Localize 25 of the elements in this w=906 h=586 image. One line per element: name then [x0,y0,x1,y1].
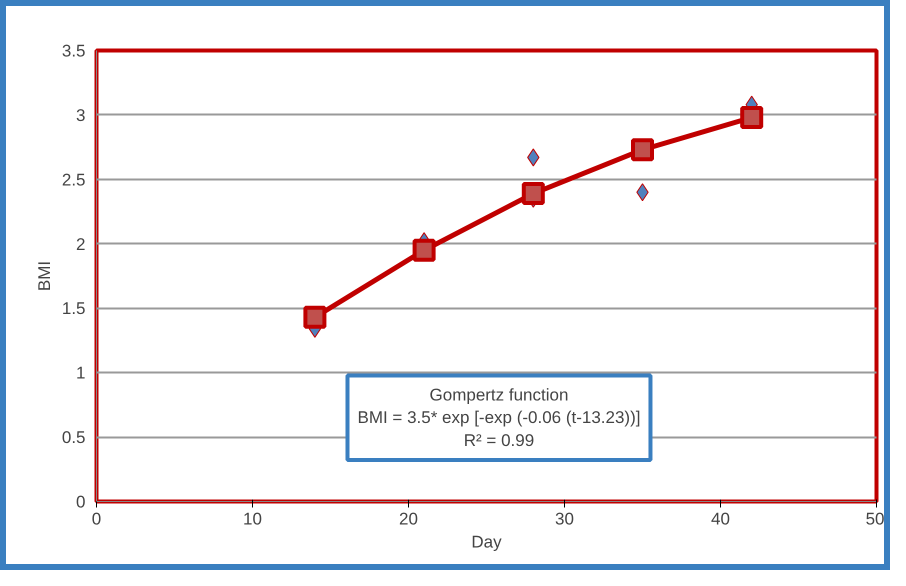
y-tick-label: 0 [76,492,86,512]
x-tick-label: 20 [399,510,418,528]
annotation: Gompertz function [430,385,568,404]
x-axis-title: Day [471,532,502,552]
annotation: R² = 0.99 [464,431,534,450]
y-tick-label: 2.5 [62,170,86,190]
y-tick-label: 0.5 [62,428,86,448]
point [522,182,545,206]
x-tick-label: 10 [243,510,262,528]
x-tick-label: 40 [711,510,730,528]
x-tick-label: 50 [866,510,885,528]
y-tick-label: 2 [76,234,86,254]
y-tick-label: 1 [76,364,86,383]
point [636,183,649,202]
point [631,138,654,162]
point [412,238,436,262]
y-tick-label: 3 [76,106,86,125]
x-tick-label: 30 [555,510,574,528]
point [740,106,764,130]
point [303,306,326,329]
y-tick-label: 1.5 [62,299,86,318]
y-tick-label: 3.5 [62,42,86,60]
y-axis-title: BMI [34,260,54,292]
annotation: BMI = 3.5* exp [-exp (-0.06 (t-13.23))] [357,408,640,428]
x-tick-label: 0 [92,510,102,528]
